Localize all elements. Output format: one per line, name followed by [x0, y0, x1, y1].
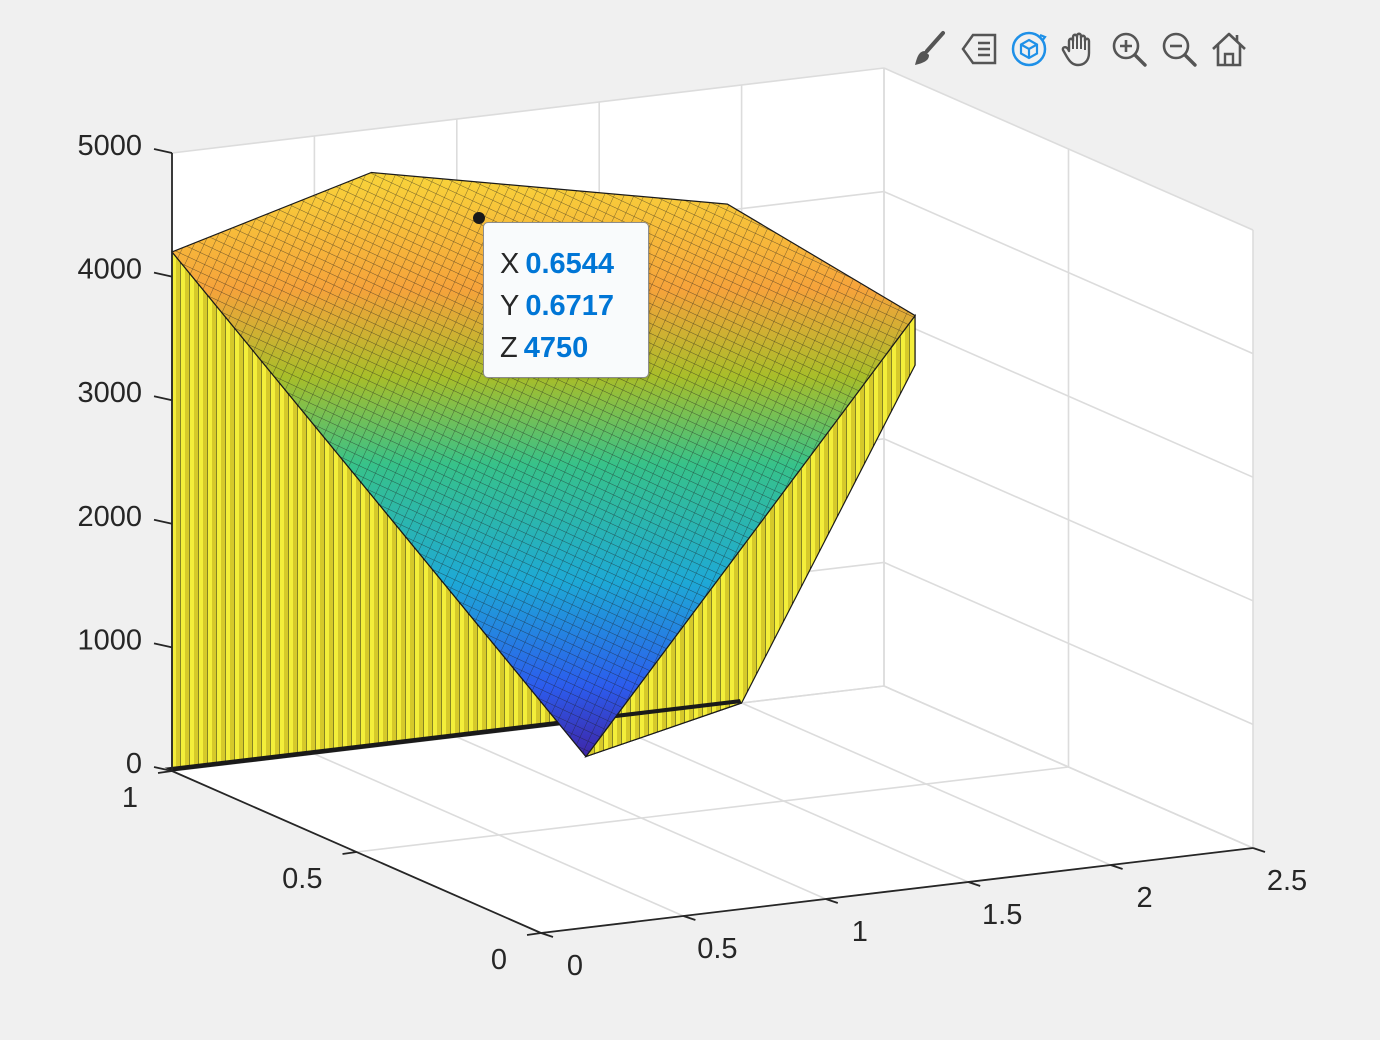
x-tick-4	[1110, 864, 1123, 870]
x-tick-0	[540, 932, 554, 938]
sidewall-gridline-z-2	[883, 438, 1254, 602]
rotate-3d-tool-button[interactable]	[1006, 26, 1052, 72]
datatip-box[interactable]: X 0.6544 Y 0.6717 Z 4750	[483, 222, 649, 378]
sidewall-gridline-z-5	[883, 67, 1254, 231]
z-tick-label-4: 4000	[77, 254, 142, 286]
y-tick-0	[526, 932, 542, 936]
datatip-z-row: Z 4750	[500, 327, 648, 369]
y-tick-label-0: 0	[491, 944, 507, 976]
z-tick-0	[153, 766, 173, 772]
backwall-gridline-z-5	[171, 67, 885, 154]
sidewall-gridline-z-4	[883, 190, 1254, 355]
x-tick-label-1: 0.5	[697, 933, 737, 965]
surface-mesh	[164, 171, 916, 772]
sidewall-gridline-z-1	[883, 561, 1254, 726]
datatip-y-row: Y 0.6717	[500, 285, 648, 327]
zoom-out-icon	[1162, 32, 1197, 67]
x-tick-label-0: 0	[567, 950, 583, 982]
datatip-x-row: X 0.6544	[500, 243, 648, 285]
z-tick-label-5: 5000	[77, 130, 142, 162]
z-tick-label-0: 0	[126, 748, 142, 780]
y-tick-1	[342, 851, 357, 855]
x-tick-1	[683, 915, 696, 921]
sidewall-gridline-z-3	[883, 314, 1254, 478]
z-tick-label-3: 3000	[77, 377, 142, 409]
x-tick-5	[1252, 847, 1266, 853]
x-tick-label-3: 1.5	[982, 899, 1022, 931]
axes-toolbar	[906, 26, 1252, 72]
x-tick-2	[825, 898, 839, 904]
z-tick-label-1: 1000	[77, 624, 142, 656]
pan-hand-icon	[1061, 32, 1091, 67]
x-tick-label-2: 1	[852, 916, 868, 948]
zoom-in-icon	[1112, 32, 1147, 67]
z-tick-label-2: 2000	[77, 501, 142, 533]
y-tick-label-2: 1	[122, 782, 138, 814]
rotate-3d-icon	[1011, 31, 1047, 67]
brush-tool-button[interactable]	[906, 26, 952, 72]
z-tick-3	[153, 395, 173, 402]
datatip-z-value: 4750	[523, 332, 589, 364]
datatip-x-label: X	[500, 248, 520, 280]
z-tick-2	[153, 518, 173, 525]
z-tick-4	[153, 271, 173, 278]
x-tick-3	[967, 881, 981, 887]
data-tip-tool-button[interactable]	[956, 26, 1002, 72]
datatip-x-value: 0.6544	[525, 248, 615, 280]
floor-gridline-y-1	[356, 766, 1069, 853]
sidewall-gridline-z-0	[883, 685, 1254, 849]
datatip-y-value: 0.6717	[525, 290, 615, 322]
data-tip-icon	[961, 33, 997, 65]
zoom-in-tool-button[interactable]	[1106, 26, 1152, 72]
zoom-out-tool-button[interactable]	[1156, 26, 1202, 72]
surface-top-mesh	[172, 172, 916, 757]
datatip-y-label: Y	[500, 290, 520, 322]
x-tick-label-4: 2	[1137, 882, 1153, 914]
pan-tool-button[interactable]	[1056, 26, 1102, 72]
z-tick-1	[153, 642, 173, 649]
z-tick-5	[153, 148, 173, 154]
brush-icon	[915, 31, 945, 65]
restore-view-home-icon	[1212, 32, 1246, 67]
y-tick-label-1: 0.5	[282, 863, 322, 895]
x-tick-label-5: 2.5	[1267, 865, 1307, 897]
x-axis-line	[540, 847, 1254, 934]
restore-view-tool-button[interactable]	[1206, 26, 1252, 72]
datatip-z-label: Z	[500, 332, 518, 364]
datatip-marker[interactable]	[473, 212, 485, 224]
